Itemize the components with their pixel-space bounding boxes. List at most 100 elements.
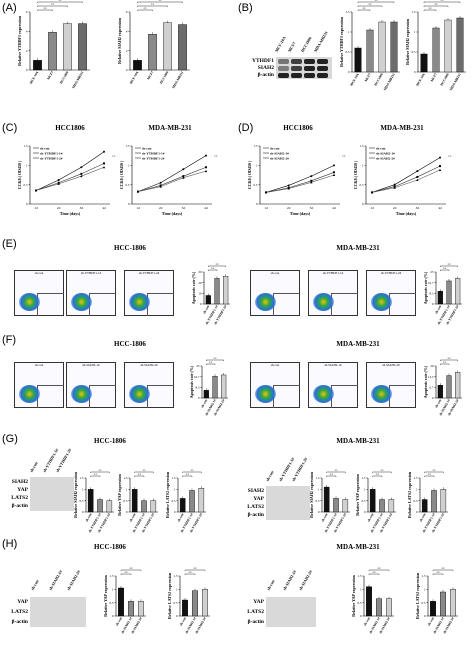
axis-label-y: Relative YAP expression — [117, 474, 122, 516]
title-c-right: MDA-MB-231 — [148, 124, 192, 132]
tick-label: 1.5 — [110, 574, 114, 578]
significance-label: ** — [213, 357, 217, 361]
significance-bracket — [326, 471, 346, 473]
tick-label: 1 — [424, 588, 426, 592]
significance-label: ** — [193, 567, 197, 571]
tick-label: 0.5 — [358, 601, 362, 605]
series-line — [265, 165, 335, 193]
tick-label: 0.5 — [412, 50, 416, 54]
bar — [342, 499, 349, 513]
significance-bracket — [184, 569, 206, 571]
chart-a1: Relative YTHDF1 expression 0 2 4 6 MCF-10A MCF… — [17, 0, 90, 89]
facs-plot: sh-con — [250, 362, 300, 408]
cell-population — [370, 293, 393, 312]
tick-label: 30 — [198, 270, 202, 274]
facs-plot: sh-con — [250, 270, 300, 316]
tick-label: 0.5 — [414, 499, 418, 503]
significance-bracket — [137, 1, 183, 3]
blot-band — [278, 59, 289, 64]
blot-row-label: β-actin — [247, 619, 264, 625]
cell-population — [128, 293, 151, 312]
bar — [444, 19, 452, 73]
tick-label: MCF-10A — [29, 70, 40, 85]
tick-label: MDA-MB231 — [449, 72, 462, 91]
data-point — [287, 184, 290, 187]
tick-label: 1 — [26, 164, 28, 168]
blot-row-label: LATS2 — [11, 495, 28, 501]
significance-bracket — [326, 475, 337, 477]
data-point — [57, 182, 60, 185]
tick-label: 0.5 — [254, 183, 258, 187]
blot-row-label: YTHDF1 — [252, 58, 274, 64]
data-point — [333, 171, 335, 174]
chart-g2: Relative YAP expression 00.511.5sh-consh-… — [117, 469, 158, 533]
significance-label: ** — [209, 361, 213, 365]
tick-label: 0 — [82, 510, 84, 514]
tick-label: 1 — [128, 164, 130, 168]
tick-label: 1.5 — [80, 476, 84, 480]
tick-label: 2d — [287, 206, 291, 210]
significance-label: ** — [377, 567, 381, 571]
tick-label: 0 — [318, 510, 320, 514]
bar — [456, 17, 464, 73]
significance-bracket — [206, 363, 216, 365]
tick-label: 4d — [204, 206, 208, 210]
significance-bracket — [440, 269, 450, 271]
tick-label: 1 — [176, 588, 178, 592]
facs-plot: sh-SIAH2-1# — [66, 362, 116, 408]
blot-membrane — [266, 597, 316, 627]
chart-d1: CCK8 ( OD450 ) 0 0.5 1 1.5 1d 2d 3d 4d Time (days… — [247, 144, 346, 216]
blot-membrane — [266, 486, 310, 520]
tick-label: 1.5 — [346, 10, 350, 14]
data-point — [102, 166, 106, 169]
data-point — [205, 166, 207, 169]
tick-label: 0.5 — [172, 499, 176, 503]
data-point — [182, 175, 185, 178]
bar — [97, 499, 103, 513]
facs-plot: sh-SIAH2-2# — [124, 362, 174, 408]
tick-label: 2d — [159, 206, 163, 210]
blot-band — [278, 66, 289, 71]
significance-label: ** — [151, 3, 155, 7]
axis-label-y: Apoptosis rate (%) — [189, 365, 194, 398]
tick-label: 1d — [136, 206, 140, 210]
title-f-left: HCC-1806 — [114, 340, 146, 348]
tick-label: 0 — [256, 202, 258, 206]
axis-label-x: Time (days) — [60, 211, 81, 216]
significance-label: ** — [215, 263, 219, 267]
data-point — [80, 166, 83, 169]
tick-label: 1.5 — [124, 476, 128, 480]
legend-label: sh-SIAH2-1# — [270, 151, 289, 155]
bar — [354, 47, 362, 73]
significance-bracket — [440, 359, 458, 361]
tick-label: MCF7 — [430, 72, 438, 82]
bar — [430, 601, 436, 617]
blot-row-label: SIAH2 — [11, 479, 28, 485]
significance-bracket — [440, 363, 450, 365]
tick-label: 0 — [364, 510, 366, 514]
bar — [189, 490, 195, 513]
panel-label-h: (H) — [2, 538, 18, 550]
significance-bracket — [134, 471, 154, 473]
tick-label: 3d — [310, 206, 314, 210]
legend-label: sh-YTHDF1-2# — [142, 156, 165, 160]
title-e-right: MDA-MB-231 — [336, 244, 380, 252]
tick-label: 1.5 — [24, 144, 28, 148]
tick-label: 1d — [34, 206, 38, 210]
significance-label: ** — [436, 571, 440, 575]
bar — [420, 53, 428, 73]
blot-membrane — [30, 477, 74, 511]
significance-label: ** — [142, 469, 146, 473]
blot-row-label: YAP — [17, 599, 28, 605]
significance-label: ** — [428, 7, 432, 11]
data-point — [416, 175, 419, 178]
blot-row-label: LATS2 — [247, 609, 264, 615]
significance-label: ** — [441, 567, 445, 571]
tick-label: 0.5 — [360, 183, 364, 187]
chart-h4: Relative LATS2 expression 00.511.5sh-cons… — [415, 567, 458, 634]
chart-h3: Relative YAP expression 00.511.5sh-consh-… — [351, 567, 394, 634]
tick-label: 0 — [360, 614, 362, 618]
tick-label: 1d — [370, 206, 374, 210]
facs-label: sh-con — [270, 271, 280, 275]
